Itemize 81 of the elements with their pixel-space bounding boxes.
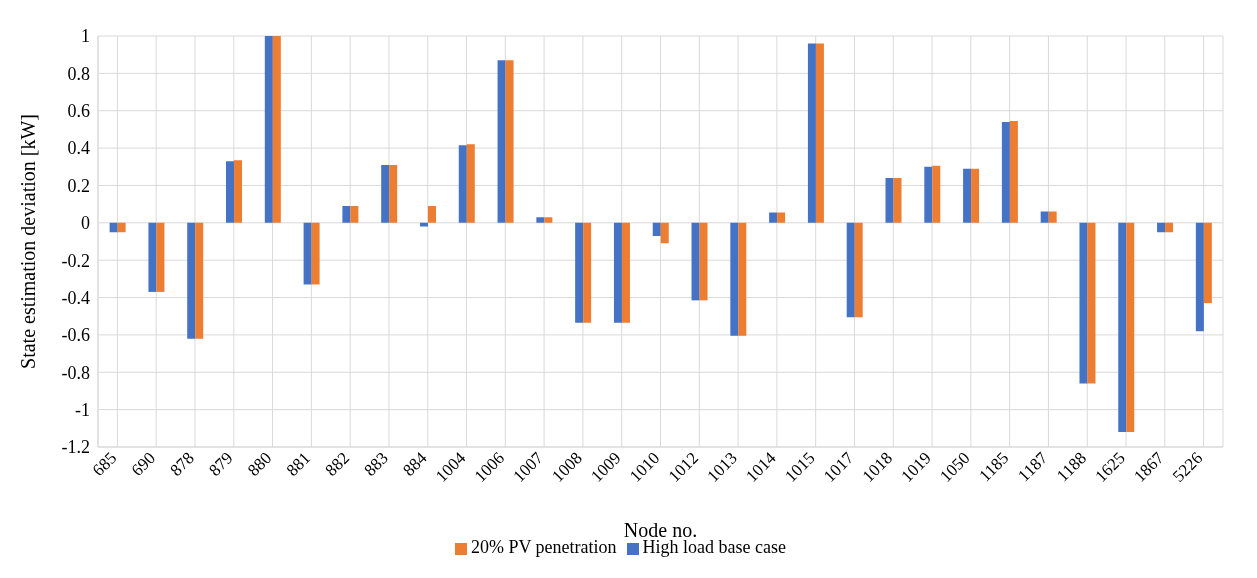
x-tick-label: 879: [205, 448, 237, 480]
bar: [187, 222, 196, 339]
bar: [226, 161, 235, 223]
y-tick-label: -0.6: [61, 325, 90, 346]
bar: [272, 36, 281, 223]
bar: [932, 165, 941, 223]
bar: [195, 222, 204, 339]
bar: [1195, 222, 1204, 332]
bar: [854, 222, 863, 318]
bar: [536, 217, 545, 223]
bar: [815, 43, 824, 223]
bar: [1001, 121, 1010, 223]
bar: [148, 222, 157, 292]
bar: [505, 60, 514, 223]
bar: [156, 222, 165, 292]
bar: [769, 212, 778, 223]
x-tick-label: 881: [282, 448, 315, 480]
bar: [427, 206, 436, 223]
x-tick-label: 685: [88, 448, 121, 480]
bar: [1118, 222, 1127, 433]
x-tick-label: 690: [127, 448, 160, 480]
bar: [234, 160, 243, 223]
bar: [497, 60, 506, 223]
bar: [1079, 222, 1088, 384]
y-tick-label: -0.2: [61, 250, 90, 271]
bar: [389, 164, 398, 223]
bar: [583, 222, 592, 323]
bar: [311, 222, 320, 285]
bar: [621, 222, 630, 323]
bar: [738, 222, 747, 336]
legend-label: 20% PV penetration: [470, 537, 617, 557]
y-tick-label: 0.4: [67, 138, 90, 159]
y-tick-label: -1: [75, 400, 90, 421]
bar: [846, 222, 855, 318]
bar: [652, 222, 661, 236]
bar: [699, 222, 708, 301]
y-axis-title: State estimation deviation [kW]: [17, 114, 40, 369]
bar: [893, 177, 902, 223]
bar: [466, 144, 475, 223]
y-tick-label: -1.2: [61, 437, 90, 458]
bar: [544, 217, 553, 223]
bar: [381, 164, 390, 223]
bar: [575, 222, 584, 323]
bar: [458, 145, 467, 223]
y-tick-label: 0.6: [67, 101, 90, 122]
bar: [777, 212, 786, 223]
bar: [691, 222, 700, 301]
bar: [1048, 211, 1057, 223]
bar: [971, 168, 980, 223]
bar: [1203, 222, 1212, 304]
x-tick-label: 882: [321, 448, 353, 480]
bar: [613, 222, 622, 323]
bar: [1040, 211, 1049, 223]
y-tick-label: 0: [81, 213, 90, 234]
y-tick-label: 0.8: [67, 63, 90, 84]
y-tick-label: -0.8: [61, 362, 90, 383]
bar: [303, 222, 312, 285]
y-tick-label: 1: [81, 26, 90, 47]
y-tick-label: 0.2: [67, 175, 90, 196]
bar: [264, 36, 273, 223]
bar: [419, 222, 428, 227]
x-tick-label: 880: [243, 448, 276, 480]
bar: [1126, 222, 1135, 433]
x-tick-label: 878: [166, 448, 198, 480]
bar: [1165, 222, 1174, 233]
bar: [117, 222, 126, 233]
bar: [109, 222, 118, 233]
bar: [885, 177, 894, 223]
bar: [350, 206, 359, 223]
bar: [1087, 222, 1096, 384]
bar: [963, 168, 972, 223]
x-tick-label: 883: [360, 448, 392, 480]
bar: [342, 206, 351, 223]
bar: [1157, 222, 1166, 233]
bar: [730, 222, 739, 336]
bar: [924, 166, 933, 223]
y-tick-label: -0.4: [61, 287, 90, 308]
bar: [807, 43, 816, 223]
bar: [1009, 121, 1018, 223]
x-tick-label: 884: [399, 448, 431, 480]
bar: [660, 222, 669, 244]
